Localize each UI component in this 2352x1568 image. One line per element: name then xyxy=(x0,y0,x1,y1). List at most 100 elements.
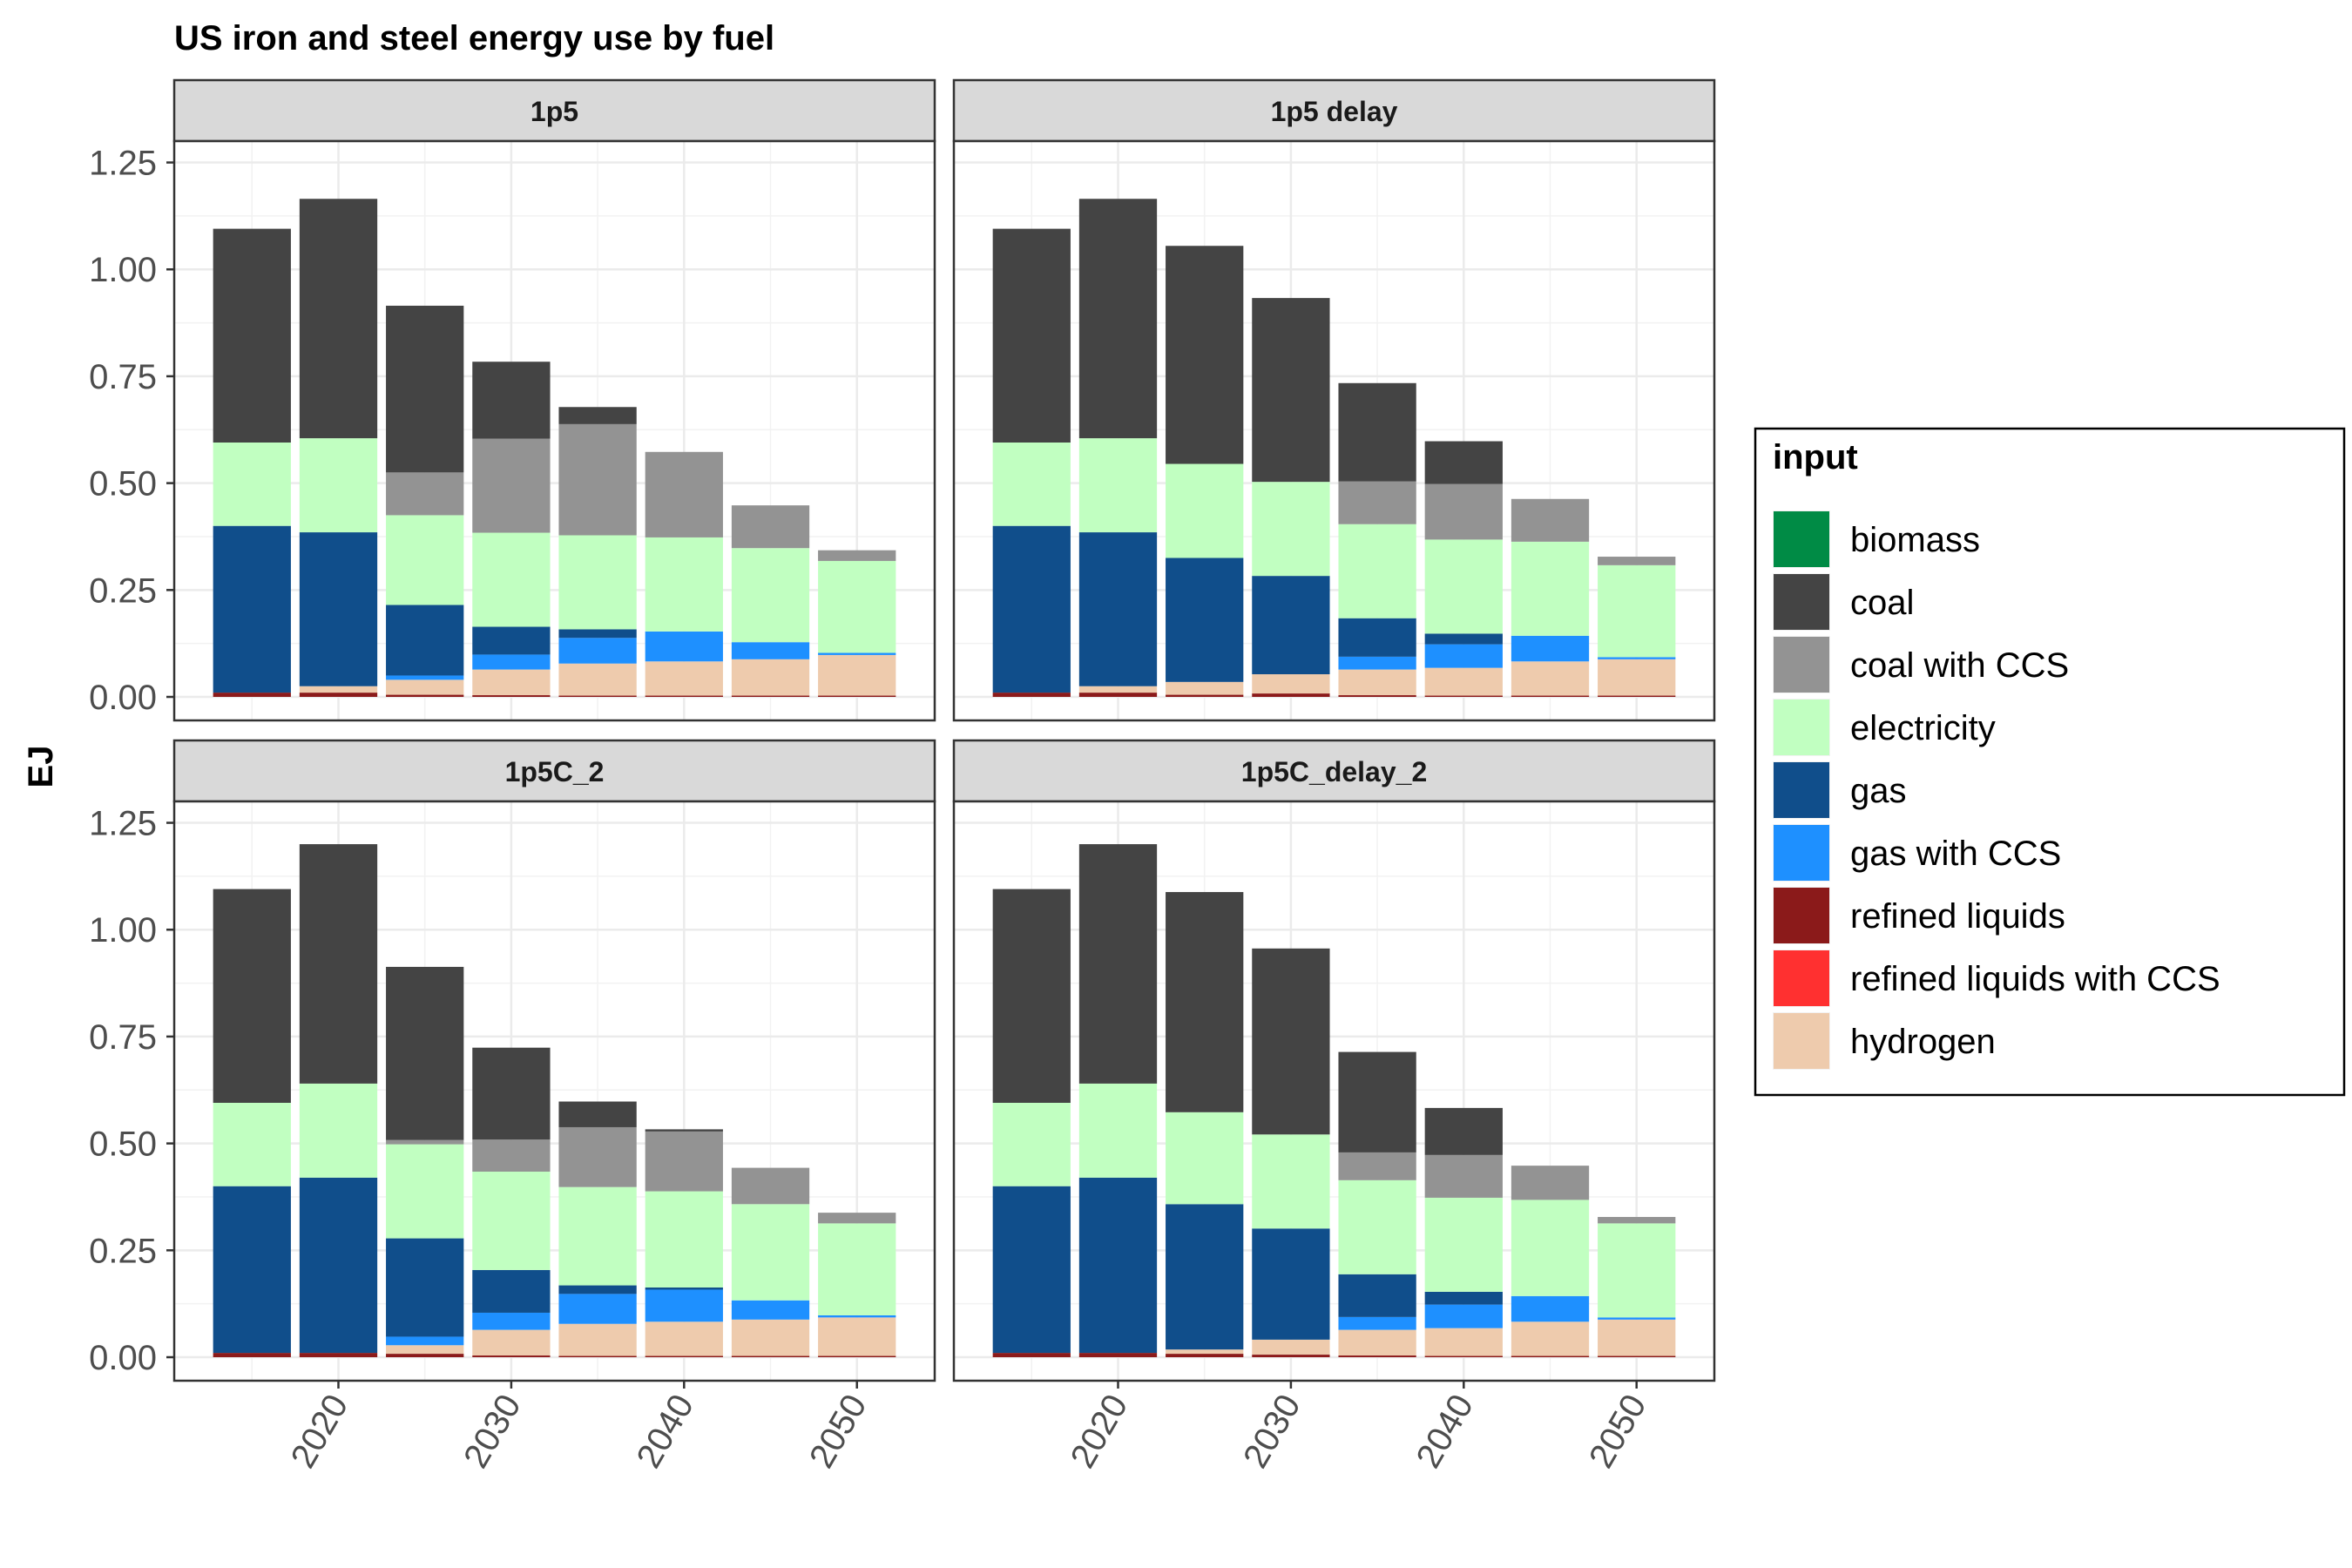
bar-segment-electricity-2020 xyxy=(299,438,378,533)
legend-label: gas with CCS xyxy=(1850,835,2061,873)
bar-segment-gas-with-ccs-2040 xyxy=(1424,1304,1503,1328)
bar-segment-gas-with-ccs-2040 xyxy=(645,631,723,662)
bar-segment-electricity-2040 xyxy=(645,1191,723,1288)
bar-segment-refined-liquids-2035 xyxy=(558,1355,637,1358)
bar-segment-coal-2015 xyxy=(992,889,1071,1103)
bar-segment-hydrogen-2045 xyxy=(731,659,810,696)
facet-panel-1p5c-delay-2: 1p5C_delay_2 2020 2030 2040 2050 xyxy=(952,739,1716,1475)
x-axis-tick-label: 2030 xyxy=(456,1389,529,1475)
bar-segment-hydrogen-2040 xyxy=(645,661,723,696)
legend-title: input xyxy=(1773,438,1858,476)
bar-segment-electricity-2015 xyxy=(992,442,1071,526)
facet-panel-1p5-delay: 1p5 delay xyxy=(952,78,1716,722)
bar-segment-electricity-2040 xyxy=(1424,539,1503,634)
bar-segment-refined-liquids-2045 xyxy=(731,1355,810,1358)
bar-segment-electricity-2015 xyxy=(213,442,291,526)
legend-swatch xyxy=(1774,888,1829,943)
y-axis-tick-label: 0.75 xyxy=(89,358,157,396)
legend-item-gas: gas xyxy=(1773,761,1907,819)
bar-segment-coal-2040 xyxy=(1424,441,1503,484)
bar-segment-electricity-2050 xyxy=(1598,1223,1676,1318)
legend-box xyxy=(1754,427,2346,1097)
panel-border xyxy=(952,139,1716,722)
bar-segment-gas-2020 xyxy=(1078,1177,1158,1354)
bar-segment-hydrogen-2050 xyxy=(818,654,896,696)
legend-item-electricity: electricity xyxy=(1773,699,1996,756)
y-axis-tick-label: 0.50 xyxy=(89,1125,157,1164)
bar-segment-hydrogen-2030 xyxy=(1252,1339,1330,1355)
bar-segment-coal-with-ccs-2035 xyxy=(1338,481,1416,524)
legend-label: gas xyxy=(1850,772,1907,810)
bar-segment-coal-2020 xyxy=(1078,199,1158,439)
bar-segment-gas-with-ccs-2045 xyxy=(731,642,810,659)
bar-segment-hydrogen-2040 xyxy=(1424,1328,1503,1356)
bar-segment-coal-with-ccs-2035 xyxy=(558,1126,637,1187)
chart-title: US iron and steel energy use by fuel xyxy=(174,19,774,57)
bar-segment-electricity-2020 xyxy=(1078,438,1158,533)
bar-segment-gas-2035 xyxy=(558,1285,637,1294)
bar-segment-refined-liquids-2050 xyxy=(1598,1355,1676,1358)
facet-strip xyxy=(172,739,936,803)
legend-label: refined liquids with CCS xyxy=(1850,960,2220,998)
bar-segment-electricity-2035 xyxy=(1338,524,1416,618)
bar-segment-refined-liquids-2015 xyxy=(992,693,1071,698)
bar-segment-electricity-2015 xyxy=(213,1102,291,1186)
bar-segment-gas-with-ccs-2035 xyxy=(558,1294,637,1324)
bar-segment-coal-with-ccs-2045 xyxy=(731,505,810,549)
bar-segment-coal-with-ccs-2050 xyxy=(1598,557,1676,565)
bar-segment-electricity-2025 xyxy=(386,515,464,605)
bar-segment-electricity-2020 xyxy=(299,1083,378,1178)
bar-segment-refined-liquids-2040 xyxy=(1424,695,1503,698)
bar-segment-hydrogen-2030 xyxy=(1252,673,1330,694)
bar-segment-coal-2030 xyxy=(472,1047,551,1140)
legend-label: electricity xyxy=(1850,709,1996,747)
bar-segment-gas-with-ccs-2040 xyxy=(1424,644,1503,668)
bar-segment-gas-2015 xyxy=(992,525,1071,693)
legend-item-refined-liquids: refined liquids xyxy=(1773,887,2065,944)
bar-segment-gas-2035 xyxy=(558,629,637,639)
bar-segment-coal-2015 xyxy=(213,889,291,1103)
bar-segment-electricity-2020 xyxy=(1078,1083,1158,1178)
bar-segment-gas-2020 xyxy=(1078,532,1158,686)
bar-segment-electricity-2025 xyxy=(1166,463,1244,558)
bar-segment-refined-liquids-2030 xyxy=(1252,693,1330,698)
bar-segment-coal-with-ccs-2045 xyxy=(731,1167,810,1205)
bar-segment-coal-with-ccs-2040 xyxy=(1424,483,1503,540)
facet-strip-label: 1p5C_2 xyxy=(505,756,605,787)
legend-swatch xyxy=(1774,637,1829,693)
bar-segment-coal-with-ccs-2025 xyxy=(386,472,464,516)
bar-segment-gas-2030 xyxy=(1252,1228,1330,1340)
bar-segment-gas-2040 xyxy=(1424,633,1503,645)
bar-segment-refined-liquids-2030 xyxy=(1252,1355,1330,1358)
bar-segment-refined-liquids-2025 xyxy=(386,694,464,698)
x-axis-tick-label: 2020 xyxy=(1064,1389,1136,1475)
legend-item-biomass: biomass xyxy=(1773,510,1980,568)
bar-segment-coal-with-ccs-2040 xyxy=(645,1131,723,1192)
bar-segment-refined-liquids-2020 xyxy=(299,693,378,698)
bar-segment-gas-with-ccs-2025 xyxy=(386,1336,464,1346)
bar-segment-hydrogen-2035 xyxy=(1338,669,1416,696)
legend-label: refined liquids xyxy=(1850,897,2065,936)
y-axis-tick-label: 0.00 xyxy=(89,1339,157,1377)
legend-label: coal xyxy=(1850,584,1914,622)
bar-segment-gas-with-ccs-2050 xyxy=(818,1315,896,1318)
bar-segment-gas-2025 xyxy=(386,1238,464,1337)
y-axis-tick-label: 1.00 xyxy=(89,251,157,289)
bar-segment-refined-liquids-2025 xyxy=(1166,694,1244,698)
bar-segment-gas-2035 xyxy=(1338,618,1416,657)
facet-strip xyxy=(172,78,936,143)
bar-segment-gas-with-ccs-2050 xyxy=(1598,657,1676,659)
bar-segment-coal-2035 xyxy=(558,1101,637,1127)
bar-segment-hydrogen-2025 xyxy=(386,679,464,695)
bar-segment-coal-2015 xyxy=(992,228,1071,443)
bar-segment-gas-with-ccs-2035 xyxy=(1338,656,1416,670)
bar-segment-electricity-2035 xyxy=(1338,1179,1416,1274)
legend-item-gas-with-ccs: gas with CCS xyxy=(1773,824,2061,882)
bar-segment-electricity-2015 xyxy=(992,1102,1071,1186)
legend-swatch xyxy=(1774,950,1829,1006)
bar-segment-gas-2025 xyxy=(386,605,464,676)
bar-segment-refined-liquids-2035 xyxy=(558,695,637,698)
y-axis-tick-label: 0.75 xyxy=(89,1018,157,1057)
bar-segment-hydrogen-2035 xyxy=(558,663,637,696)
facet-strip-label: 1p5 delay xyxy=(1271,96,1398,127)
